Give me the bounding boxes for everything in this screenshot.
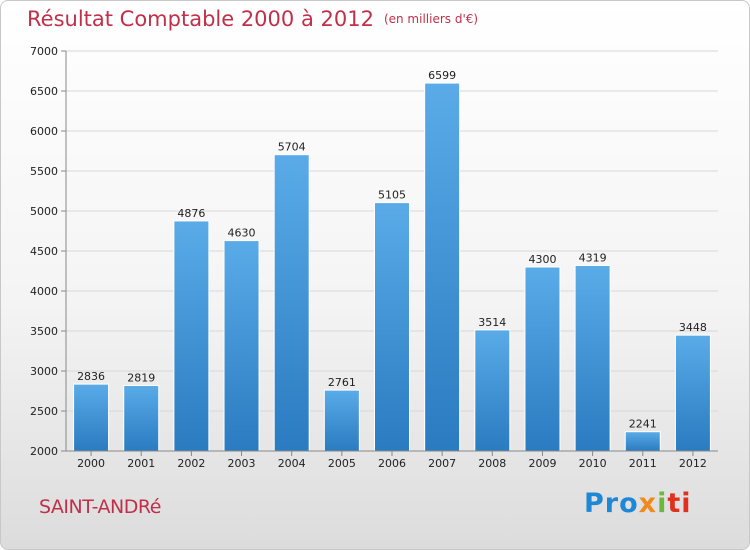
bar-2012	[674, 334, 711, 452]
x-tick-label-2007: 2007	[428, 457, 456, 470]
y-tick-label: 6500	[30, 85, 58, 98]
data-label-2002: 4876	[177, 207, 205, 220]
bar-2010	[574, 264, 611, 452]
data-label-2004: 5704	[278, 141, 306, 154]
bar-2006	[374, 202, 410, 452]
x-axis-ticks: 2000 2001 2002 2003 2004 2005 2006 2007 2008 2009…	[77, 451, 707, 470]
y-tick-label: 4000	[30, 285, 58, 298]
data-label-2000: 2836	[77, 370, 105, 383]
y-tick-label: 4500	[30, 245, 58, 258]
y-tick-label: 2000	[30, 445, 58, 458]
bar-2009	[524, 266, 561, 452]
y-tick-label: 6000	[30, 125, 58, 138]
proxiti-logo[interactable]: Proxiti	[584, 488, 692, 519]
x-tick-label-2009: 2009	[528, 457, 556, 470]
data-label-2011: 2241	[629, 418, 657, 431]
chart-title-text: Résultat Comptable 2000 à 2012	[27, 7, 374, 31]
x-tick-label-2012: 2012	[679, 457, 707, 470]
logo-part-2: x	[638, 488, 658, 519]
bar-2001	[123, 384, 160, 452]
y-tick-label: 5000	[30, 205, 58, 218]
data-label-2012: 3448	[679, 321, 707, 334]
x-tick-label-2001: 2001	[127, 457, 155, 470]
x-tick-label-2010: 2010	[579, 457, 607, 470]
x-tick-label-2005: 2005	[328, 457, 356, 470]
bars	[73, 82, 711, 452]
town-name: SAINT-ANDRé	[39, 496, 161, 518]
logo-part-3: i	[657, 488, 668, 519]
x-tick-label-2000: 2000	[77, 457, 105, 470]
bar-2003	[223, 240, 260, 452]
x-tick-label-2002: 2002	[177, 457, 205, 470]
chart-subtitle: (en milliers d'€)	[383, 12, 479, 26]
y-tick-label: 2500	[30, 405, 58, 418]
data-labels: 2836 2819 4876 4630 5704 2761 5105 6599 3514 4300…	[77, 69, 707, 431]
bar-2008	[474, 329, 511, 452]
data-label-2003: 4630	[228, 227, 256, 240]
y-tick-label: 5500	[30, 165, 58, 178]
bar-2005	[323, 389, 360, 452]
data-label-2007: 6599	[428, 69, 456, 82]
logo-part-1: Pro	[584, 488, 639, 519]
y-axis-ticks: 2000 2500 3000 3500 4000 4500 5000 5500 6000 6500…	[30, 45, 66, 458]
x-tick-label-2008: 2008	[478, 457, 506, 470]
y-tick-label: 3000	[30, 365, 58, 378]
axes	[65, 51, 718, 452]
x-tick-label-2011: 2011	[629, 457, 657, 470]
x-tick-label-2004: 2004	[278, 457, 306, 470]
data-label-2005: 2761	[328, 376, 356, 389]
data-label-2009: 4300	[528, 253, 556, 266]
bar-2002	[173, 220, 210, 452]
chart-title: Résultat Comptable 2000 à 2012 (en millie…	[27, 7, 478, 31]
data-label-2006: 5105	[378, 189, 406, 202]
data-label-2010: 4319	[579, 251, 607, 264]
logo-part-4: ti	[667, 488, 692, 519]
y-tick-label: 3500	[30, 325, 58, 338]
data-label-2008: 3514	[478, 316, 506, 329]
bar-2000	[73, 383, 110, 452]
bar-2007	[424, 82, 461, 452]
x-tick-label-2003: 2003	[228, 457, 256, 470]
bar-2004	[273, 154, 310, 452]
x-tick-label-2006: 2006	[378, 457, 406, 470]
y-tick-label: 7000	[30, 45, 58, 58]
data-label-2001: 2819	[127, 371, 155, 384]
bar-2011	[624, 431, 661, 452]
